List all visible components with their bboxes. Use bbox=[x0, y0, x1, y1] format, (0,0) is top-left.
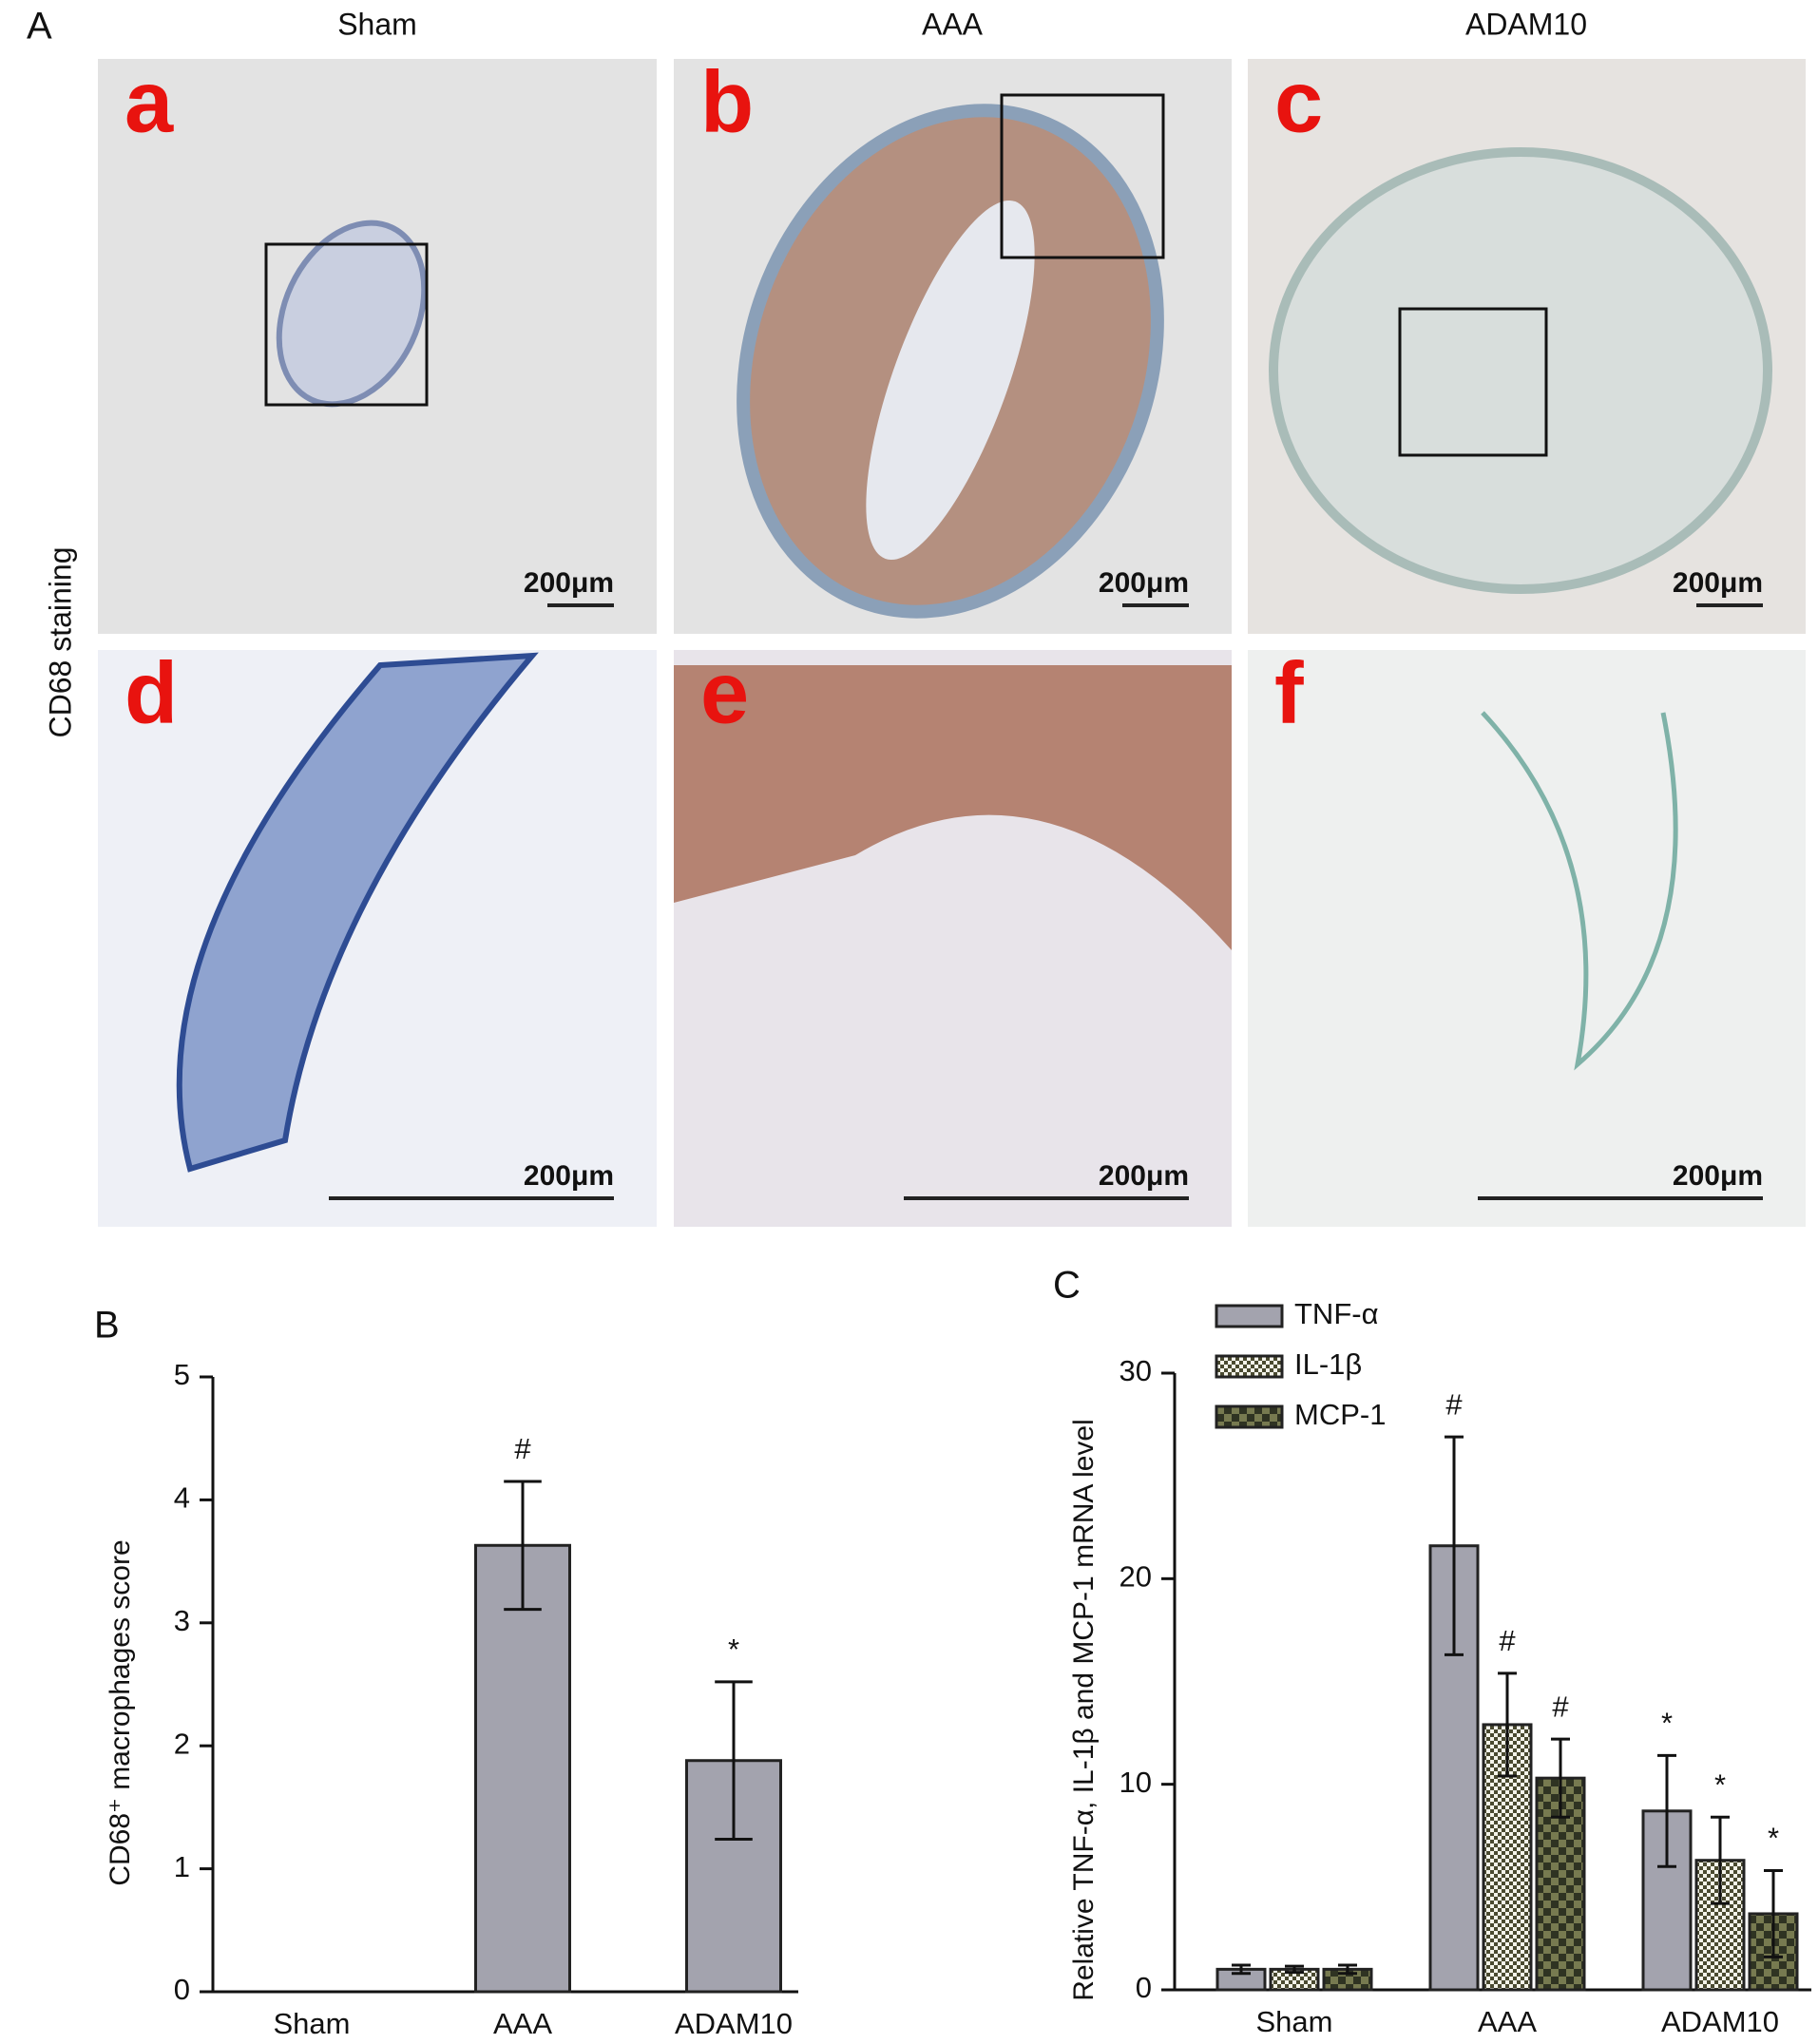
annotation: # bbox=[514, 1432, 531, 1465]
x-tick-label: Sham bbox=[1256, 2005, 1333, 2038]
x-tick-label: ADAM10 bbox=[675, 2007, 793, 2040]
panel-label: A bbox=[27, 6, 52, 48]
tissue bbox=[1269, 147, 1772, 594]
bar bbox=[685, 1759, 782, 1994]
error-bar bbox=[1498, 1671, 1517, 1778]
y-tick-label: 0 bbox=[174, 1973, 190, 2006]
image-letter: f bbox=[1274, 644, 1304, 741]
legend-swatch bbox=[1215, 1354, 1284, 1379]
scale-label: 200μm bbox=[1099, 567, 1189, 599]
error-bar bbox=[1338, 1963, 1357, 1976]
annotation: # bbox=[1445, 1387, 1463, 1421]
tissue bbox=[276, 220, 428, 408]
image-letter: b bbox=[700, 53, 754, 150]
row-label: CD68 staining bbox=[43, 547, 77, 738]
error-bar bbox=[715, 1680, 753, 1842]
y-tick-label: 3 bbox=[174, 1604, 190, 1637]
y-tick-label: 2 bbox=[174, 1727, 190, 1760]
zoom-box bbox=[1000, 93, 1165, 259]
error-bar bbox=[1711, 1815, 1730, 1905]
error-bar bbox=[1445, 1435, 1464, 1656]
annotation: # bbox=[1499, 1624, 1516, 1657]
zoom-box bbox=[264, 242, 429, 407]
error-bar bbox=[1551, 1737, 1570, 1819]
tissue bbox=[866, 200, 1035, 561]
tissue bbox=[674, 665, 1232, 950]
zoom-box bbox=[1398, 307, 1548, 457]
y-axis-label: CD68⁺ macrophages score bbox=[105, 1539, 136, 1885]
y-tick-label: 30 bbox=[1120, 1354, 1152, 1387]
annotation: * bbox=[1768, 1822, 1779, 1855]
legend-label: IL-1β bbox=[1294, 1347, 1362, 1381]
x-tick-label: AAA bbox=[493, 2007, 552, 2040]
annotation: * bbox=[728, 1633, 739, 1666]
panel-label: C bbox=[1053, 1265, 1081, 1307]
image-letter: a bbox=[124, 53, 174, 150]
panel-label: B bbox=[94, 1305, 120, 1347]
legend-label: MCP-1 bbox=[1294, 1398, 1386, 1431]
column-header: ADAM10 bbox=[1465, 7, 1587, 41]
tissue bbox=[1481, 711, 1678, 1071]
image-letter: e bbox=[700, 644, 749, 741]
annotation: * bbox=[1661, 1707, 1673, 1740]
column-header: Sham bbox=[337, 7, 417, 41]
scale-label: 200μm bbox=[524, 567, 614, 599]
scale-label: 200μm bbox=[524, 1160, 614, 1192]
x-tick-label: AAA bbox=[1478, 2005, 1537, 2038]
y-tick-label: 0 bbox=[1136, 1971, 1152, 2004]
image-letter: d bbox=[124, 644, 178, 741]
error-bar bbox=[504, 1480, 542, 1612]
scale-label: 200μm bbox=[1673, 1160, 1763, 1192]
error-bar bbox=[1764, 1869, 1783, 1958]
micrograph bbox=[1248, 650, 1806, 1227]
scale-label: 200μm bbox=[1673, 567, 1763, 599]
legend-swatch bbox=[1215, 1304, 1284, 1328]
y-tick-label: 5 bbox=[174, 1358, 190, 1391]
legend-swatch bbox=[1215, 1404, 1284, 1429]
x-tick-label: ADAM10 bbox=[1661, 2005, 1779, 2038]
y-axis-label: Relative TNF-α, IL-1β and MCP-1 mRNA lev… bbox=[1068, 1419, 1100, 2001]
x-tick-label: Sham bbox=[274, 2007, 351, 2040]
scale-label: 200μm bbox=[1099, 1160, 1189, 1192]
annotation: * bbox=[1714, 1767, 1726, 1801]
micrographs bbox=[98, 59, 1806, 1227]
annotation: # bbox=[1552, 1690, 1569, 1723]
y-tick-label: 1 bbox=[174, 1850, 190, 1883]
error-bar bbox=[1232, 1963, 1251, 1976]
y-tick-label: 4 bbox=[174, 1481, 190, 1515]
error-bar bbox=[1657, 1753, 1676, 1868]
y-tick-label: 20 bbox=[1120, 1560, 1152, 1594]
legend-label: TNF-α bbox=[1294, 1297, 1379, 1330]
error-bar bbox=[1285, 1964, 1304, 1975]
image-letter: c bbox=[1274, 53, 1323, 150]
tissue bbox=[176, 652, 539, 1173]
bar bbox=[474, 1543, 571, 1994]
y-tick-label: 10 bbox=[1120, 1766, 1152, 1799]
column-header: AAA bbox=[922, 7, 984, 41]
